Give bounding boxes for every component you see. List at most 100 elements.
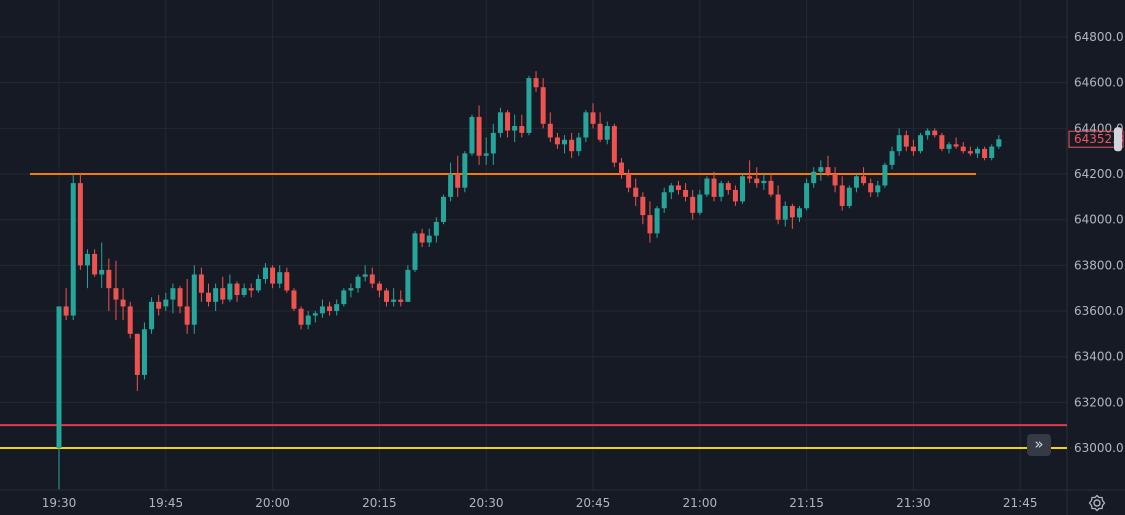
- candle-body: [861, 176, 867, 184]
- candle: [554, 132, 560, 149]
- candle-body: [284, 272, 290, 291]
- double-chevron-right-icon: »: [1034, 435, 1044, 453]
- candle-body: [220, 288, 226, 300]
- time-tick-label: 21:45: [1003, 496, 1038, 510]
- candle-body: [426, 235, 432, 243]
- candle-body: [989, 146, 995, 159]
- time-tick-label: 19:45: [149, 496, 184, 510]
- scroll-to-realtime-button[interactable]: »: [1027, 434, 1051, 456]
- candle: [241, 283, 247, 298]
- candle: [149, 297, 155, 334]
- candle: [405, 265, 411, 302]
- last-price-tag: [1068, 130, 1124, 148]
- candle-body: [113, 288, 119, 300]
- candle: [875, 180, 881, 197]
- candle: [967, 146, 973, 156]
- candle-body: [92, 253, 98, 275]
- candle: [754, 167, 760, 188]
- candle-body: [156, 301, 162, 309]
- candle: [661, 187, 667, 213]
- gear-icon[interactable]: [1088, 494, 1106, 512]
- candle-body: [618, 162, 624, 174]
- candle: [925, 128, 931, 140]
- candle-body: [234, 283, 240, 296]
- candle-body: [590, 112, 596, 124]
- price-axis[interactable]: 63000.0 63200.0 63400.0 63600.0 63800.0 64000…: [1068, 30, 1124, 455]
- candle-body: [554, 137, 560, 145]
- candle-body: [376, 283, 382, 291]
- candle: [362, 265, 368, 282]
- candle-body: [533, 78, 539, 88]
- candle: [426, 228, 432, 248]
- candle-body: [718, 183, 724, 197]
- price-tick-label: 64800.0: [1074, 30, 1124, 44]
- candle-body: [419, 233, 425, 243]
- candle: [497, 107, 503, 138]
- candle-body: [882, 164, 888, 186]
- candle: [618, 158, 624, 179]
- candle-body: [626, 174, 632, 188]
- candle: [982, 146, 988, 161]
- candle-body: [668, 185, 674, 193]
- candle-body: [768, 180, 774, 195]
- candle: [853, 174, 859, 193]
- candle-body: [740, 176, 746, 202]
- candle-body: [540, 87, 546, 124]
- candle-body: [512, 126, 518, 131]
- candle-body: [853, 176, 859, 188]
- candle-body: [141, 329, 147, 375]
- candle-body: [925, 130, 931, 136]
- candle-body: [70, 183, 76, 316]
- candle-body: [255, 279, 261, 291]
- time-tick-label: 19:30: [42, 496, 77, 510]
- candle-body: [391, 299, 397, 302]
- candle: [490, 123, 496, 165]
- candle: [604, 121, 610, 145]
- candle: [996, 135, 1002, 149]
- candle-body: [149, 301, 155, 330]
- time-axis[interactable]: 19:30 19:45 20:00 20:15 20:30 20:45 21:00 21:15…: [42, 496, 1038, 510]
- candle: [191, 265, 197, 334]
- candle: [690, 189, 696, 220]
- candle-body: [761, 180, 767, 184]
- candle: [419, 228, 425, 248]
- candle: [782, 201, 788, 227]
- candle: [284, 267, 290, 293]
- candle-body: [362, 274, 368, 277]
- candle: [946, 142, 952, 154]
- candle: [939, 132, 945, 152]
- candle-body: [348, 288, 354, 291]
- candle-body: [227, 283, 233, 300]
- candle-body: [177, 288, 183, 307]
- scale-handle[interactable]: [1114, 127, 1122, 152]
- candle: [889, 146, 895, 170]
- candle-body: [305, 315, 311, 325]
- candle: [127, 301, 133, 339]
- candle: [668, 183, 674, 200]
- candle-body: [611, 126, 617, 163]
- candle-body: [889, 151, 895, 165]
- candle-body: [262, 267, 268, 280]
- candle: [455, 155, 461, 197]
- candle-body: [198, 274, 204, 293]
- horizontal-lines: [0, 173, 1067, 449]
- candle: [334, 299, 340, 316]
- candle-body: [319, 306, 325, 314]
- candle-body: [483, 153, 489, 156]
- candle: [184, 279, 190, 334]
- price-tick-label: 64400.0: [1074, 121, 1124, 135]
- candle-body: [640, 196, 646, 216]
- candle: [974, 146, 980, 159]
- price-tick-label: 64200.0: [1074, 167, 1124, 181]
- candle-body: [277, 272, 283, 284]
- candle: [305, 311, 311, 330]
- candle-body: [725, 183, 731, 190]
- candle: [697, 189, 703, 216]
- candle-body: [896, 135, 902, 152]
- candle: [633, 178, 639, 206]
- candle: [533, 71, 539, 92]
- candle-body: [526, 78, 532, 133]
- candle: [818, 160, 824, 181]
